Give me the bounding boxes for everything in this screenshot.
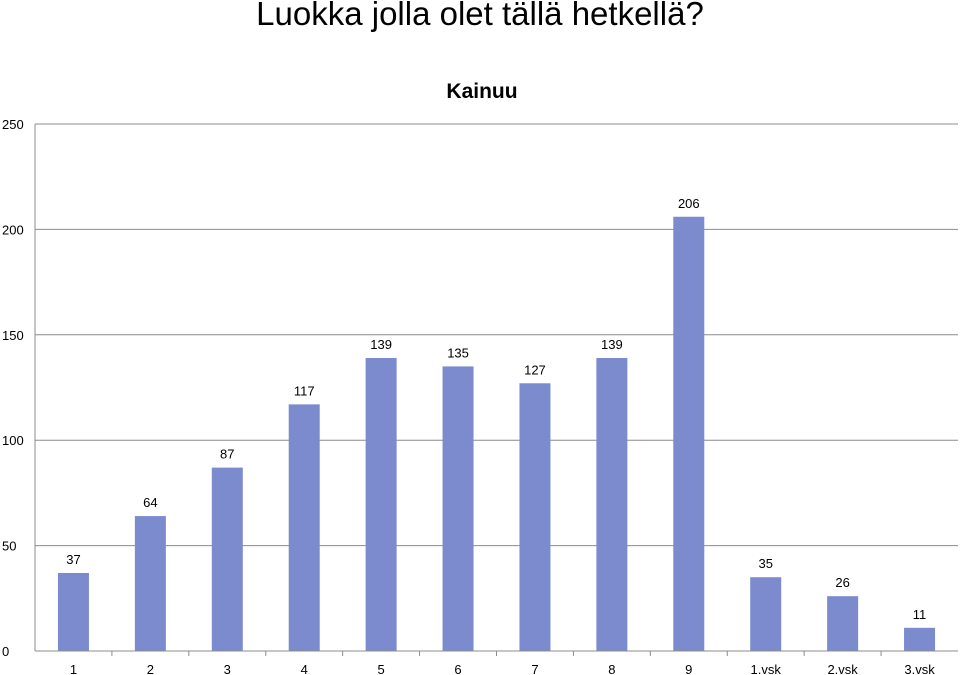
y-tick-label: 150	[2, 328, 24, 343]
data-label: 37	[66, 552, 80, 567]
x-tick-label: 1	[70, 662, 77, 675]
y-axis-ticks: 0 50 100 150 200 250	[2, 117, 24, 659]
x-tick-label: 4	[301, 662, 308, 675]
data-label: 135	[447, 345, 469, 360]
x-axis-ticks: 1 2 3 4 5 6 7 8 9 1.vsk 2.vsk 3.vsk	[70, 651, 935, 675]
y-tick-label: 250	[2, 117, 24, 132]
bar	[442, 366, 474, 651]
bar	[57, 573, 89, 651]
gridlines	[35, 123, 958, 547]
x-tick-label: 9	[685, 662, 692, 675]
bar	[827, 596, 859, 651]
data-labels: 37 64 87 117 139 135 127 139 206 35 26 11	[66, 196, 926, 622]
x-tick-label: 8	[608, 662, 615, 675]
bar	[750, 577, 782, 651]
bar	[288, 404, 320, 651]
chart-title: Kainuu	[446, 80, 517, 103]
y-tick-label: 100	[2, 433, 24, 448]
data-label: 206	[678, 196, 700, 211]
data-label: 117	[294, 383, 315, 398]
bar	[365, 357, 397, 651]
bars	[57, 216, 936, 651]
y-tick-label: 0	[2, 644, 9, 659]
bar	[211, 467, 243, 651]
bar	[596, 357, 628, 651]
bar	[904, 627, 936, 651]
data-label: 11	[913, 607, 927, 622]
bar	[519, 383, 551, 651]
data-label: 127	[524, 362, 546, 377]
data-label: 87	[220, 447, 234, 462]
data-label: 35	[758, 556, 772, 571]
x-tick-label: 3	[224, 662, 231, 675]
data-label: 139	[601, 337, 623, 352]
x-tick-label: 3.vsk	[904, 662, 935, 675]
x-tick-label: 1.vsk	[751, 662, 782, 675]
x-tick-label: 5	[378, 662, 385, 675]
x-tick-label: 7	[531, 662, 538, 675]
page-title: Luokka jolla olet tällä hetkellä?	[256, 0, 704, 32]
bar	[134, 516, 166, 651]
data-label: 64	[143, 495, 157, 510]
data-label: 139	[370, 337, 392, 352]
x-tick-label: 6	[454, 662, 461, 675]
bar	[673, 216, 705, 651]
y-tick-label: 50	[2, 539, 16, 554]
y-tick-label: 200	[2, 222, 24, 237]
x-tick-label: 2.vsk	[827, 662, 858, 675]
data-label: 26	[835, 575, 849, 590]
x-tick-label: 2	[147, 662, 154, 675]
